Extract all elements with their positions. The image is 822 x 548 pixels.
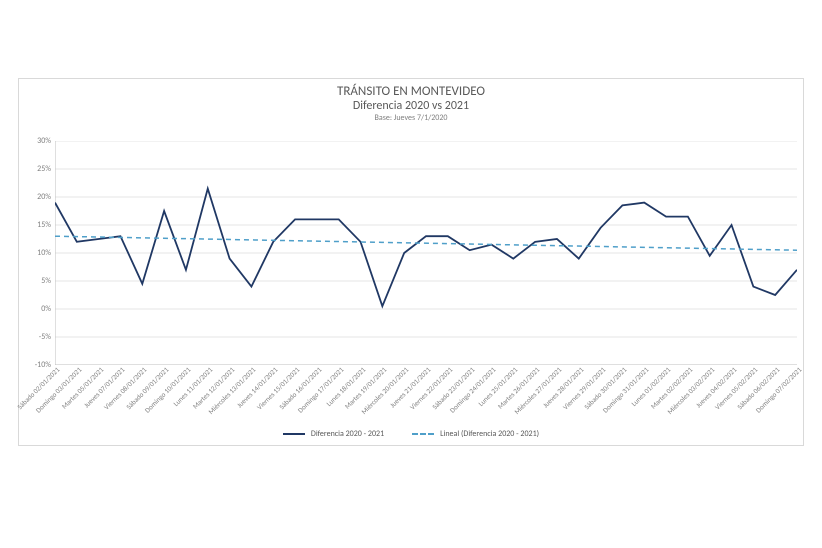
legend-item-diferencia: Diferencia 2020 - 2021 <box>283 429 384 439</box>
plot-area <box>55 141 795 363</box>
chart-page: TRÁNSITO EN MONTEVIDEO Diferencia 2020 v… <box>0 0 822 548</box>
legend-label: Diferencia 2020 - 2021 <box>311 429 384 439</box>
chart-subtitle: Diferencia 2020 vs 2021 <box>19 100 803 114</box>
y-tick-label: 15% <box>37 220 51 230</box>
legend-label: Lineal (Diferencia 2020 - 2021) <box>440 429 539 439</box>
legend-swatch-dash-icon <box>412 433 434 435</box>
plot-svg <box>55 141 797 365</box>
chart-legend: Diferencia 2020 - 2021 Lineal (Diferenci… <box>19 429 803 439</box>
chart-baseline-note: Base: Jueves 7/1/2020 <box>19 114 803 123</box>
y-tick-label: -10% <box>35 360 51 370</box>
y-tick-label: 10% <box>37 248 51 258</box>
y-tick-label: 5% <box>41 276 51 286</box>
y-tick-label: -5% <box>39 332 51 342</box>
y-tick-label: 0% <box>41 304 51 314</box>
chart-card: TRÁNSITO EN MONTEVIDEO Diferencia 2020 v… <box>18 78 804 446</box>
y-axis: -10%-5%0%5%10%15%20%25%30% <box>19 141 53 363</box>
legend-item-trend: Lineal (Diferencia 2020 - 2021) <box>412 429 539 439</box>
y-tick-label: 25% <box>37 164 51 174</box>
chart-title: TRÁNSITO EN MONTEVIDEO <box>19 85 803 100</box>
legend-swatch-solid-icon <box>283 433 305 435</box>
chart-titles: TRÁNSITO EN MONTEVIDEO Diferencia 2020 v… <box>19 79 803 123</box>
y-tick-label: 30% <box>37 136 51 146</box>
y-tick-label: 20% <box>37 192 51 202</box>
